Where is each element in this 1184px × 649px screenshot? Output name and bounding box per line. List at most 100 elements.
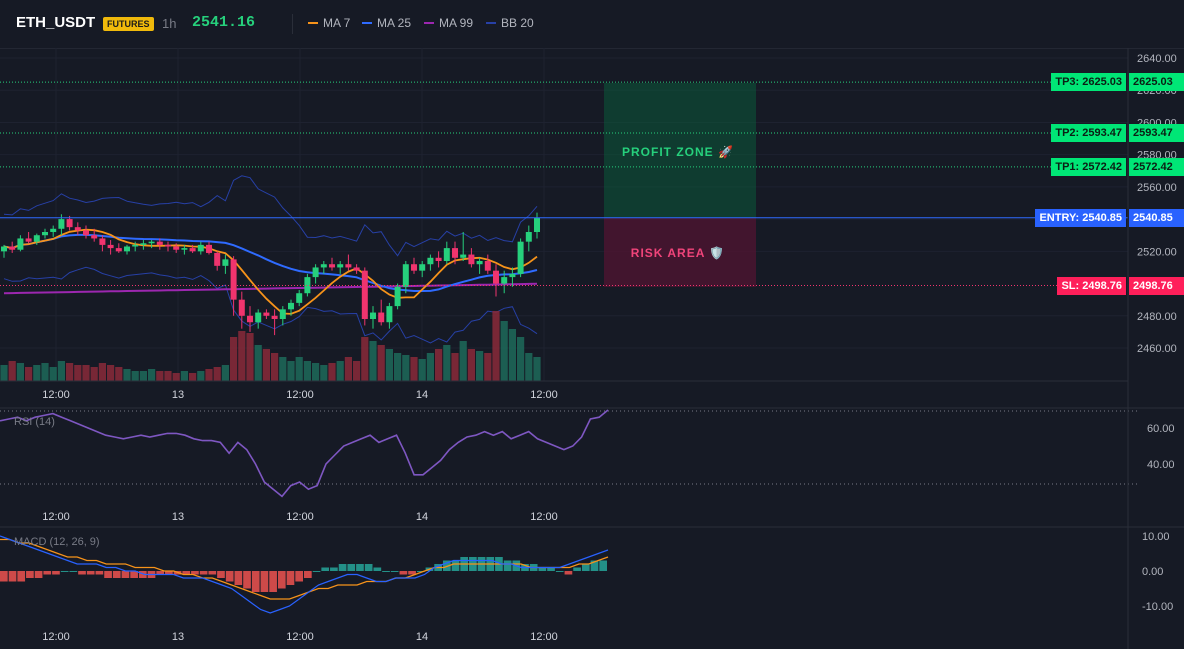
candle-body[interactable] — [394, 286, 401, 307]
profit-zone[interactable] — [604, 83, 756, 218]
candle-body[interactable] — [517, 241, 524, 274]
candle-body[interactable] — [222, 259, 229, 266]
candle-body[interactable] — [353, 267, 360, 271]
candle-body[interactable] — [42, 232, 48, 236]
candle-body[interactable] — [148, 241, 155, 244]
macd-hist-bar — [86, 571, 95, 575]
candle-body[interactable] — [165, 244, 171, 247]
candle-body[interactable] — [525, 232, 532, 242]
volume-bar — [246, 333, 254, 381]
candle-body[interactable] — [337, 264, 344, 268]
volume-bar — [533, 357, 541, 381]
level-tag-sl[interactable]: SL: 2498.76 — [1057, 276, 1126, 295]
candle-body[interactable] — [83, 230, 89, 236]
candle-body[interactable] — [427, 257, 434, 265]
candle-body[interactable] — [435, 257, 442, 261]
candle-body[interactable] — [411, 264, 417, 271]
volume-bar — [443, 345, 451, 381]
candle-body[interactable] — [189, 248, 196, 252]
level-tag-tp3[interactable]: TP3: 2625.03 — [1051, 73, 1126, 92]
candle-body[interactable] — [33, 235, 40, 242]
candle-body[interactable] — [58, 219, 65, 229]
chart-header: ETH_USDT FUTURES 1h 2541.16 MA 7 MA 25 M… — [0, 0, 1184, 49]
candle-body[interactable] — [402, 264, 409, 287]
volume-bar — [353, 361, 361, 381]
legend-ma25[interactable]: MA 25 — [362, 16, 411, 30]
candle-body[interactable] — [501, 277, 508, 284]
candle-body[interactable] — [419, 264, 426, 271]
candle-body[interactable] — [468, 254, 475, 265]
candle-body[interactable] — [304, 277, 311, 294]
volume-bar — [123, 369, 131, 381]
level-tag-tp1[interactable]: TP1: 2572.42 — [1051, 157, 1126, 176]
price-tick-label: 2480.00 — [1137, 311, 1177, 323]
volume-bar — [328, 363, 336, 381]
level-tag-entry[interactable]: ENTRY: 2540.85 — [1035, 208, 1126, 227]
price-tick-label: 2460.00 — [1137, 343, 1177, 355]
legend-swatch — [362, 22, 372, 24]
candle-body[interactable] — [107, 244, 114, 249]
candle-body[interactable] — [296, 293, 303, 303]
candle-body[interactable] — [17, 238, 24, 250]
candle-body[interactable] — [452, 248, 458, 258]
candle-body[interactable] — [255, 312, 262, 323]
symbol-name[interactable]: ETH_USDT — [16, 14, 96, 31]
legend-ma7[interactable]: MA 7 — [308, 16, 350, 30]
candle-body[interactable] — [181, 248, 188, 250]
candle-body[interactable] — [197, 244, 204, 252]
candle-body[interactable] — [115, 248, 122, 252]
candle-body[interactable] — [214, 252, 221, 266]
candle-body[interactable] — [443, 248, 450, 261]
candle-body[interactable] — [534, 217, 540, 233]
volume-bar — [205, 369, 213, 381]
candle-body[interactable] — [460, 254, 467, 258]
macd-hist-bar — [260, 571, 269, 592]
timeframe-selector[interactable]: 1h — [162, 16, 177, 31]
candle-body[interactable] — [156, 241, 163, 245]
candle-body[interactable] — [132, 244, 139, 247]
candle-body[interactable] — [370, 312, 376, 319]
candle-body[interactable] — [74, 227, 81, 231]
candle-body[interactable] — [9, 246, 16, 250]
candle-body[interactable] — [509, 273, 516, 278]
candle-body[interactable] — [124, 246, 130, 252]
legend-ma99[interactable]: MA 99 — [424, 16, 473, 30]
macd-hist-bar — [156, 571, 165, 575]
candle-body[interactable] — [263, 312, 270, 316]
candle-body[interactable] — [320, 264, 327, 268]
profit-zone-label: PROFIT ZONE 🚀 — [622, 145, 734, 159]
candle-body[interactable] — [99, 238, 106, 245]
candle-body[interactable] — [288, 302, 294, 310]
candle-body[interactable] — [66, 219, 73, 228]
legend-bb20[interactable]: BB 20 — [486, 16, 534, 30]
candle-body[interactable] — [312, 267, 319, 278]
candle-body[interactable] — [493, 270, 499, 284]
macd-tick-label: 10.00 — [1142, 531, 1170, 543]
candle-body[interactable] — [173, 246, 180, 250]
candle-body[interactable] — [361, 270, 368, 319]
candle-body[interactable] — [279, 309, 286, 319]
candle-body[interactable] — [25, 238, 32, 242]
candle-body[interactable] — [329, 264, 335, 268]
volume-bar — [336, 361, 344, 381]
candle-body[interactable] — [91, 235, 98, 239]
candle-body[interactable] — [1, 246, 7, 252]
level-tag-tp2[interactable]: TP2: 2593.47 — [1051, 123, 1126, 142]
macd-hist-bar — [373, 567, 382, 571]
candle-body[interactable] — [247, 315, 253, 323]
macd-hist-bar — [138, 571, 147, 578]
candle-body[interactable] — [206, 244, 212, 253]
candle-body[interactable] — [476, 261, 483, 265]
candle-body[interactable] — [345, 264, 352, 268]
candle-body[interactable] — [230, 259, 237, 300]
legend-label: MA 99 — [439, 16, 474, 30]
risk-zone[interactable] — [604, 218, 756, 287]
candle-body[interactable] — [238, 299, 245, 316]
candle-body[interactable] — [50, 228, 57, 232]
candle-body[interactable] — [386, 306, 393, 323]
candle-body[interactable] — [378, 312, 385, 323]
candle-body[interactable] — [484, 261, 491, 271]
candle-body[interactable] — [140, 243, 147, 245]
candle-body[interactable] — [271, 315, 278, 319]
